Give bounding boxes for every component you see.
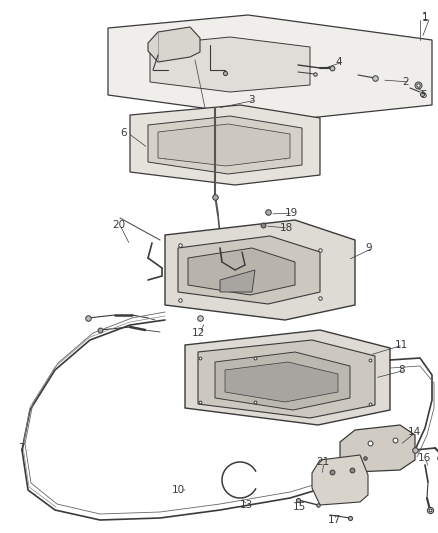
Polygon shape — [188, 248, 295, 295]
Text: 5: 5 — [420, 90, 427, 100]
Polygon shape — [130, 105, 320, 185]
Text: 3: 3 — [248, 95, 254, 105]
Text: 8: 8 — [398, 365, 405, 375]
Text: 16: 16 — [418, 453, 431, 463]
Polygon shape — [198, 340, 375, 418]
Text: 7: 7 — [18, 443, 25, 453]
Text: 12: 12 — [192, 328, 205, 338]
Text: 17: 17 — [328, 515, 341, 525]
Polygon shape — [185, 330, 390, 425]
Text: 21: 21 — [316, 457, 329, 467]
Polygon shape — [225, 362, 338, 402]
Text: 4: 4 — [335, 57, 342, 67]
Polygon shape — [178, 236, 320, 304]
Polygon shape — [148, 116, 302, 174]
Text: 10: 10 — [172, 485, 185, 495]
Polygon shape — [108, 15, 432, 120]
Text: 13: 13 — [240, 500, 253, 510]
Polygon shape — [158, 124, 290, 166]
Polygon shape — [340, 425, 415, 472]
Polygon shape — [220, 270, 255, 292]
Text: 19: 19 — [285, 208, 298, 218]
Text: 1: 1 — [422, 12, 429, 22]
Text: 11: 11 — [395, 340, 408, 350]
Polygon shape — [312, 455, 368, 505]
Polygon shape — [215, 352, 350, 410]
Polygon shape — [150, 37, 310, 92]
Text: 15: 15 — [293, 502, 306, 512]
Text: 9: 9 — [365, 243, 371, 253]
Polygon shape — [148, 27, 200, 62]
Text: 1: 1 — [422, 13, 429, 23]
Text: 2: 2 — [402, 77, 409, 87]
Text: 20: 20 — [112, 220, 125, 230]
Text: 18: 18 — [280, 223, 293, 233]
Text: 14: 14 — [408, 427, 421, 437]
Text: 6: 6 — [120, 128, 127, 138]
Polygon shape — [165, 220, 355, 320]
